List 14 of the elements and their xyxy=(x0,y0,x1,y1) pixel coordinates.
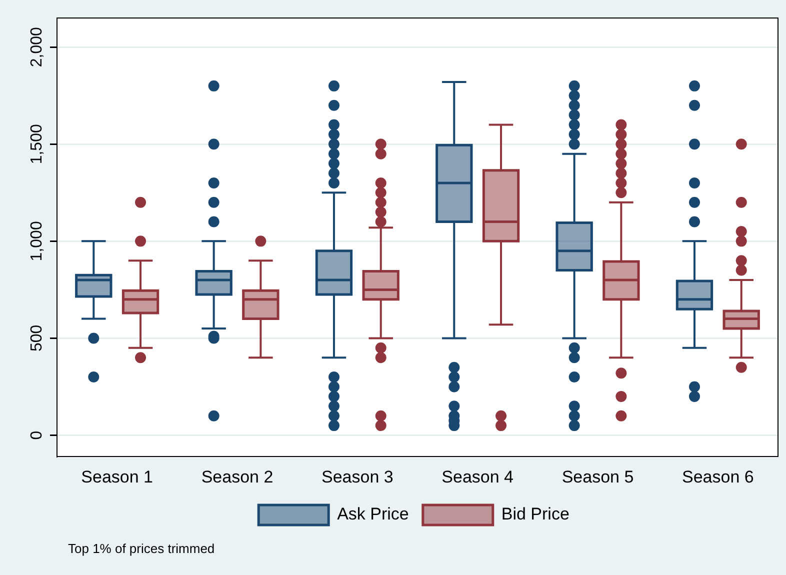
y-tick-label: 2,000 xyxy=(28,26,46,68)
x-tick-label: Season 3 xyxy=(321,467,394,486)
x-tick-label: Season 4 xyxy=(442,467,514,486)
legend-label: Ask Price xyxy=(337,504,409,524)
y-tick-label: 1,000 xyxy=(28,221,46,262)
x-tick-label: Season 1 xyxy=(81,467,154,486)
x-tick-label: Season 6 xyxy=(682,467,754,486)
x-tick-label: Season 5 xyxy=(562,467,634,486)
y-tick-label: 1,500 xyxy=(28,124,46,164)
x-tick-label: Season 2 xyxy=(201,467,274,486)
legend-label: Bid Price xyxy=(501,504,570,524)
y-tick-label: 0 xyxy=(28,430,46,440)
y-tick-label: 500 xyxy=(28,324,46,352)
text: Top 1% of prices trimmed xyxy=(68,541,215,556)
